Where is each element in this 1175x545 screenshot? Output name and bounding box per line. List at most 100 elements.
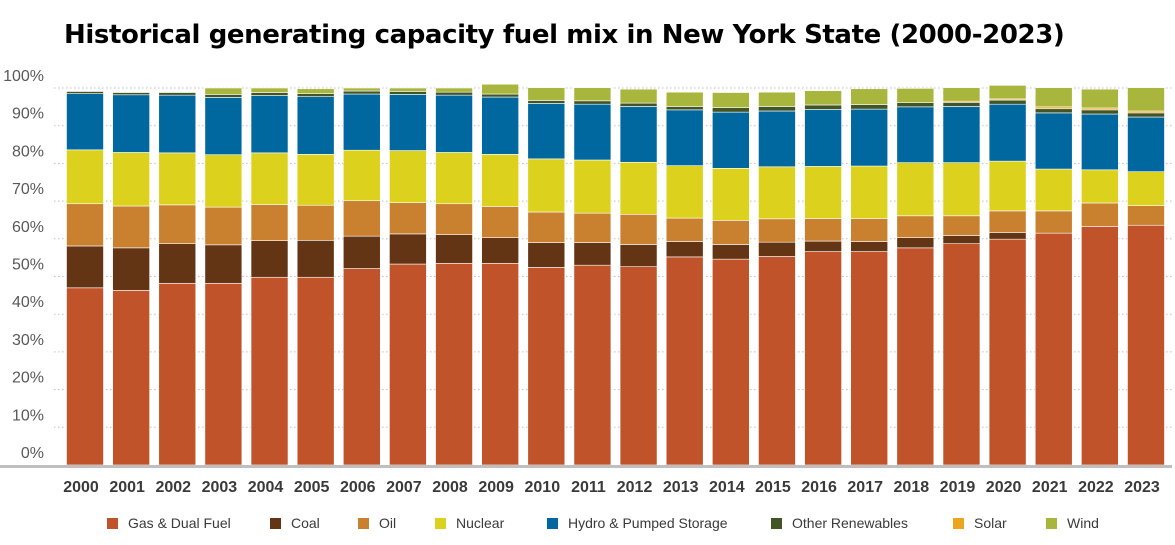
x-tick-label: 2012	[617, 479, 653, 496]
bar-segment	[758, 110, 796, 168]
bar-segment	[389, 202, 427, 235]
legend-item: Nuclear	[435, 513, 504, 533]
bar-segment	[1127, 171, 1165, 206]
x-tick-label: 2004	[248, 479, 284, 496]
bar-segment	[435, 263, 473, 466]
bar-segment	[527, 242, 566, 268]
bar-segment	[1081, 109, 1119, 115]
bar-stack-2014	[712, 92, 750, 466]
bar-segment	[204, 94, 243, 98]
bar-segment	[850, 104, 889, 110]
bar-segment	[342, 90, 381, 95]
bar-segment	[342, 268, 381, 466]
legend-swatch	[1046, 517, 1057, 529]
x-tick-label: 2005	[294, 479, 330, 496]
bar-segment	[204, 97, 243, 156]
x-tick-label: 2001	[109, 479, 145, 496]
bar-segment	[804, 166, 842, 219]
bar-segment	[665, 106, 704, 111]
x-tick-label: 2007	[386, 479, 422, 496]
x-tick-label: 2016	[801, 479, 837, 496]
bar-segment	[296, 240, 335, 278]
bar-segment	[988, 232, 1027, 240]
bar-segment	[527, 211, 566, 243]
bar-segment	[1081, 169, 1119, 204]
bar-segment	[527, 100, 566, 104]
bar-segment	[1034, 108, 1073, 114]
bar-segment	[988, 160, 1027, 212]
bar-segment	[619, 106, 658, 163]
bar-segment	[250, 276, 289, 466]
bar-stack-2012	[619, 88, 658, 466]
bar-segment	[1127, 224, 1165, 466]
x-tick-label: 2023	[1124, 479, 1160, 496]
bar-segment	[158, 91, 197, 93]
bar-segment	[66, 245, 104, 289]
bar-segment	[527, 267, 566, 466]
bar-segment	[804, 90, 842, 106]
bar-segment	[435, 94, 473, 153]
bar-segment	[342, 149, 381, 202]
bar-segment	[573, 103, 612, 161]
y-axis-tick-labels: 0% 10% 20% 30% 40% 50% 60% 70% 80% 90% 100%	[3, 68, 44, 462]
bar-segment	[988, 103, 1027, 162]
x-tick-label: 2010	[525, 479, 561, 496]
legend-label: Other Renewables	[792, 515, 908, 531]
x-tick-label: 2003	[202, 479, 238, 496]
bar-segment	[712, 92, 750, 108]
legend-swatch	[771, 517, 782, 529]
bar-segment	[158, 152, 197, 206]
bar-segment	[481, 93, 519, 98]
bar-segment	[758, 218, 796, 243]
bar-segment	[804, 104, 842, 110]
bar-segment	[204, 244, 243, 284]
bar-segment	[389, 150, 427, 203]
bar-segment	[435, 152, 473, 205]
bar-segment	[896, 237, 935, 249]
y-tick-label: 30%	[12, 332, 44, 349]
bar-stack-2017	[850, 88, 889, 466]
y-tick-label: 40%	[12, 294, 44, 311]
bar-segment	[66, 91, 104, 94]
bar-segment	[942, 87, 981, 102]
bar-segment	[112, 91, 150, 93]
legend-label: Oil	[379, 515, 397, 531]
bar-segment	[112, 205, 150, 249]
x-tick-label: 2020	[986, 479, 1022, 496]
bar-segment	[481, 154, 519, 207]
bar-segment	[296, 93, 335, 97]
bar-stack-2010	[527, 87, 566, 466]
bar-segment	[712, 244, 750, 260]
bar-segment	[1127, 87, 1165, 112]
bar-stack-2015	[758, 91, 796, 466]
bar-segment	[1081, 88, 1119, 109]
bar-segment	[112, 247, 150, 291]
chart-title: Historical generating capacity fuel mix …	[64, 20, 1065, 50]
bar-segment	[1034, 232, 1073, 466]
legend-item: Other Renewables	[771, 513, 908, 533]
bar-segment	[1034, 210, 1073, 234]
bar-stack-2021	[1034, 87, 1073, 466]
y-tick-label: 60%	[12, 219, 44, 236]
bar-stack-2005	[296, 88, 335, 466]
bar-segment	[296, 88, 335, 94]
bar-segment	[296, 204, 335, 241]
legend-label: Hydro & Pumped Storage	[568, 515, 728, 531]
bar-segment	[665, 217, 704, 242]
bar-stack-2016	[804, 90, 842, 466]
bar-segment	[342, 235, 381, 269]
x-tick-label: 2018	[894, 479, 930, 496]
bar-segment	[527, 87, 566, 101]
bar-segment	[988, 210, 1027, 233]
bar-segment	[850, 165, 889, 219]
bar-segment	[850, 251, 889, 466]
bar-segment	[158, 204, 197, 245]
y-tick-label: 10%	[12, 407, 44, 424]
bar-segment	[850, 218, 889, 242]
bar-segment	[1081, 226, 1119, 466]
x-tick-label: 2008	[432, 479, 468, 496]
bar-segment	[942, 106, 981, 163]
legend-item: Coal	[270, 513, 320, 533]
bar-segment	[712, 258, 750, 466]
bar-segment	[942, 102, 981, 107]
